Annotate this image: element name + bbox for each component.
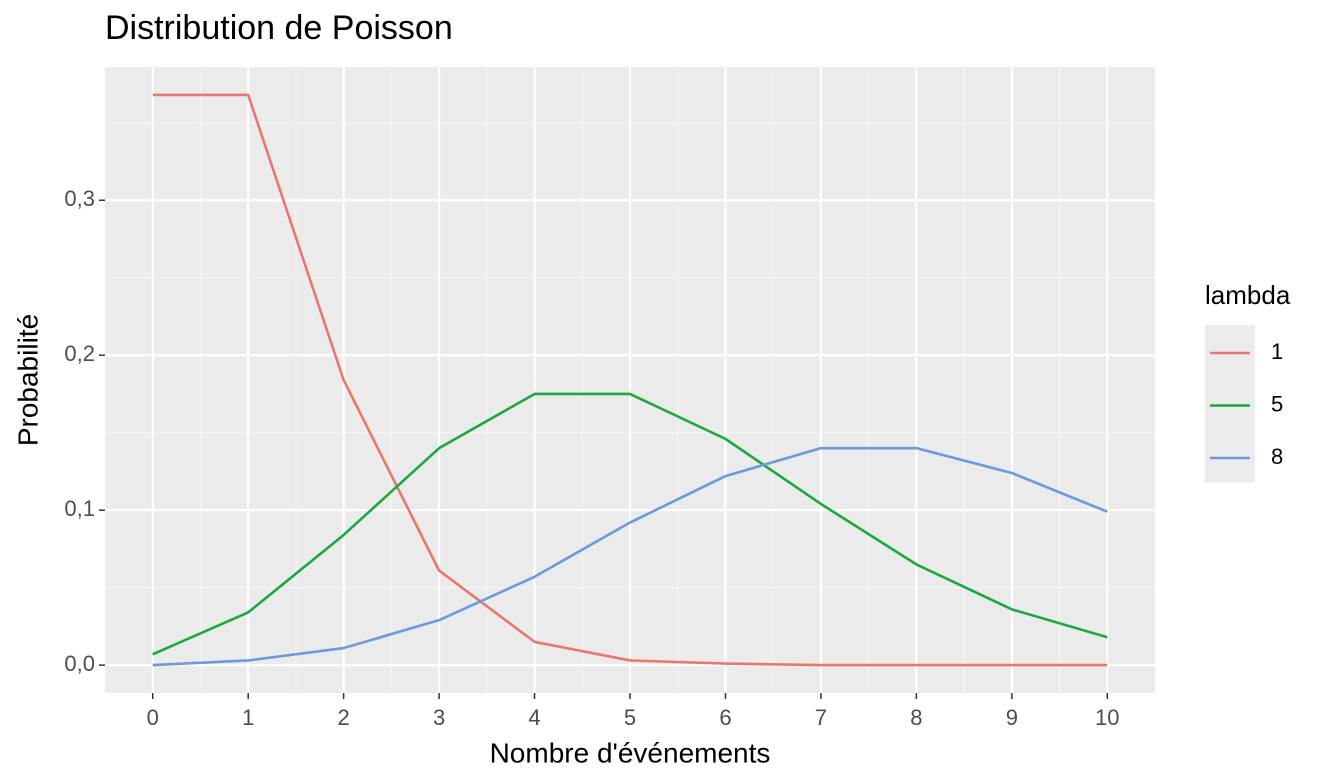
x-tick-label: 9 xyxy=(1006,705,1018,730)
x-tick-label: 1 xyxy=(242,705,254,730)
y-tick-label: 0,3 xyxy=(64,186,95,211)
legend-key-background xyxy=(1205,325,1255,483)
y-tick-label: 0,0 xyxy=(64,651,95,676)
series-line xyxy=(152,392,1108,656)
legend-title: lambda xyxy=(1205,280,1291,310)
legend-label: 5 xyxy=(1271,391,1283,416)
x-axis-title: Nombre d'événements xyxy=(490,737,771,768)
legend-label: 1 xyxy=(1271,339,1283,364)
x-tick-label: 2 xyxy=(338,705,350,730)
chart-title: Distribution de Poisson xyxy=(105,9,453,47)
legend-label: 8 xyxy=(1271,444,1283,469)
y-tick-label: 0,1 xyxy=(64,496,95,521)
x-tick-label: 10 xyxy=(1095,705,1119,730)
x-tick-label: 5 xyxy=(624,705,636,730)
x-tick-label: 0 xyxy=(147,705,159,730)
y-axis-title: Probabilité xyxy=(12,314,43,446)
series-line xyxy=(152,446,1108,667)
x-tick-label: 3 xyxy=(433,705,445,730)
series-line xyxy=(152,93,1108,667)
x-tick-label: 7 xyxy=(815,705,827,730)
x-tick-label: 6 xyxy=(719,705,731,730)
x-tick-label: 8 xyxy=(910,705,922,730)
x-tick-label: 4 xyxy=(528,705,540,730)
y-tick-label: 0,2 xyxy=(64,341,95,366)
